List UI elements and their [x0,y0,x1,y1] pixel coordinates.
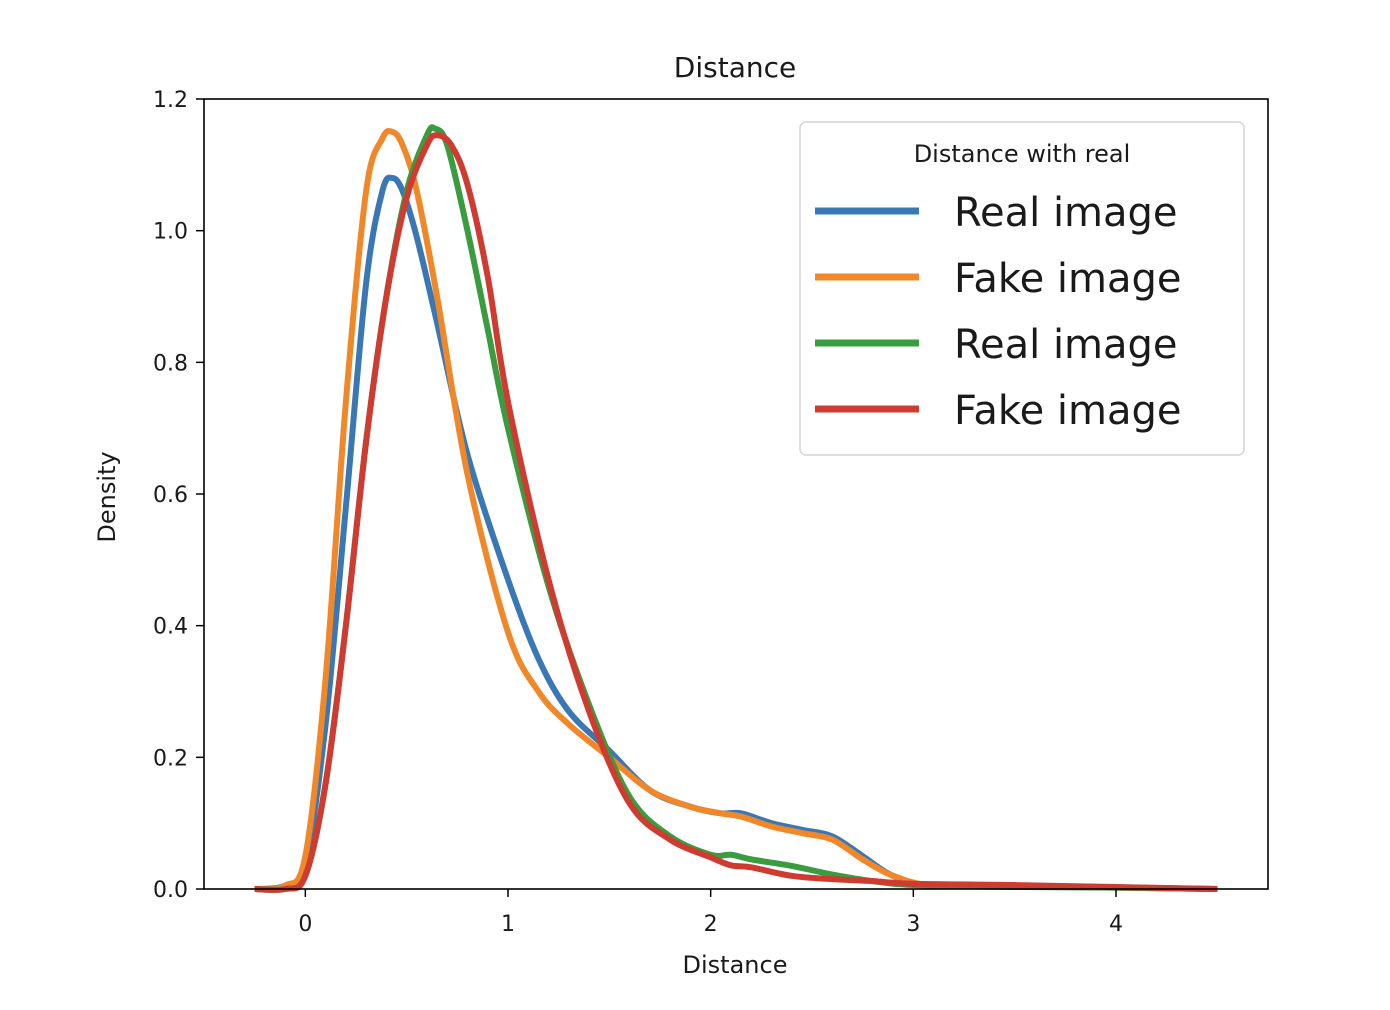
y-tick-label: 0.2 [153,746,188,771]
legend-label-3: Real image [954,322,1178,368]
y-tick-label: 0.6 [153,483,188,508]
y-tick-label: 1.2 [153,88,188,113]
y-tick-label: 0.8 [153,351,188,376]
x-tick-label: 4 [1109,912,1123,937]
series-layer [254,124,1218,893]
series-line-4 [254,132,1218,893]
legend-label-4: Fake image [954,388,1182,434]
x-tick-label: 0 [298,912,312,937]
y-tick-label: 0.0 [153,878,188,903]
legend-label-2: Fake image [954,256,1182,302]
y-tick-label: 1.0 [153,220,188,245]
legend-title: Distance with real [914,140,1131,168]
x-tick-label: 2 [704,912,718,937]
legend-entries: Real image Fake image Real image Fake image [815,190,1182,434]
x-tick-label: 3 [906,912,920,937]
series-line-2 [254,127,1218,893]
x-axis-label: Distance [683,951,788,979]
legend-box [799,121,1245,456]
legend-label-1: Real image [954,190,1178,236]
y-axis-label: Density [93,451,121,542]
x-axis-ticks: 0 1 2 3 4 [298,889,1123,937]
x-tick-label: 1 [501,912,515,937]
chart-title: Distance [674,51,796,84]
y-tick-label: 0.4 [153,615,188,640]
y-axis-ticks: 0.0 0.2 0.4 0.6 0.8 1.0 1.2 [153,88,204,903]
